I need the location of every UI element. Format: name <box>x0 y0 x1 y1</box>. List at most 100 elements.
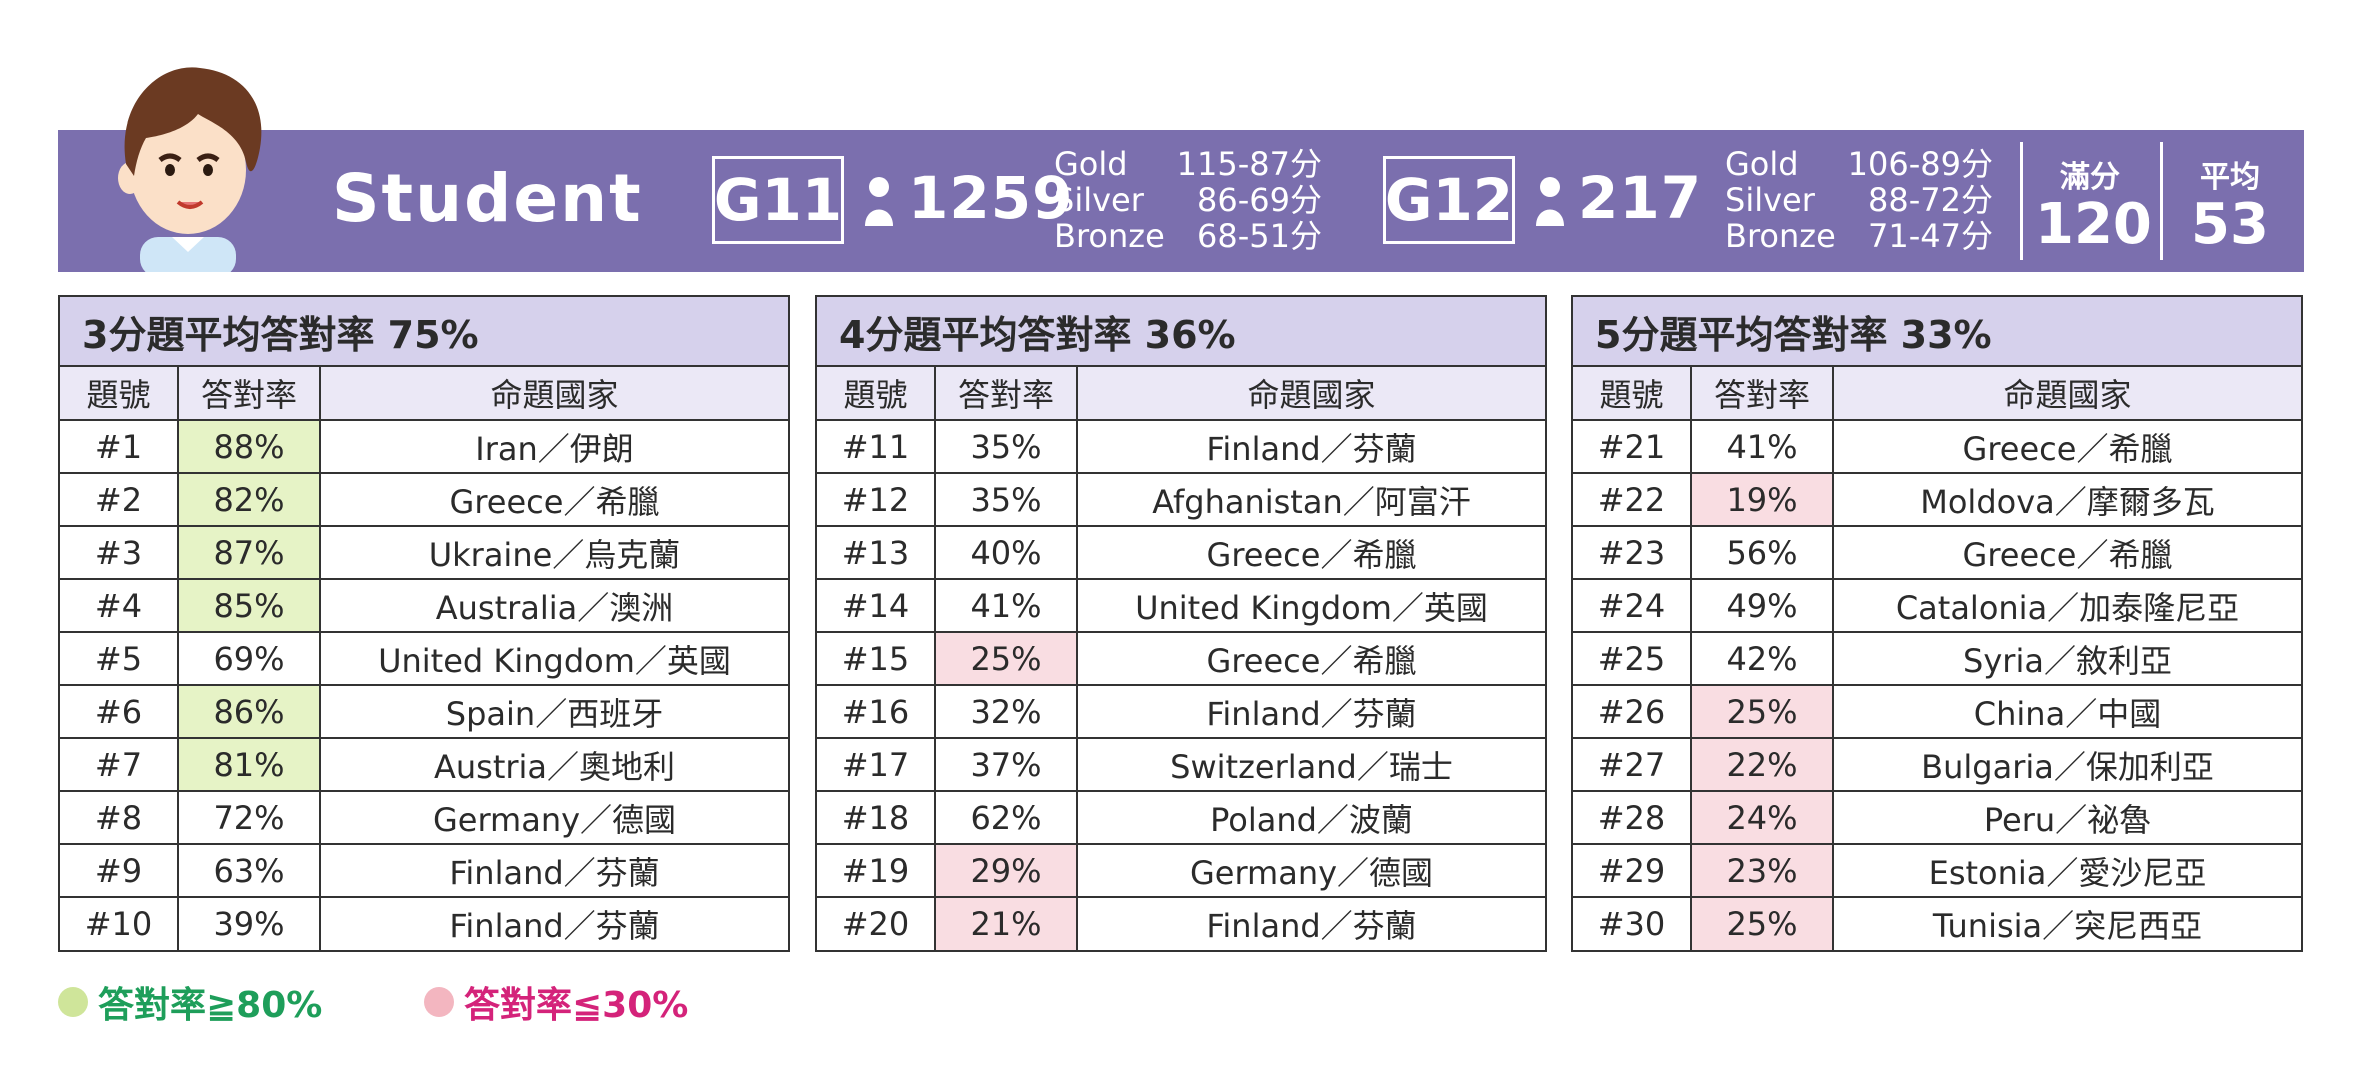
medal-name: Silver <box>1054 181 1144 219</box>
medal-name: Bronze <box>1725 217 1836 255</box>
medal-range: 86-69分 <box>1197 181 1322 219</box>
source-country: Poland／波蘭 <box>1076 790 1545 845</box>
table-row: #7 81% Austria／奧地利 <box>60 737 788 792</box>
grade-badge-g11: G11 <box>712 156 844 244</box>
table-4-point: 4分題平均答對率 36% 題號 答對率 命題國家 #11 35% Finland／芬… <box>815 295 1547 952</box>
correct-rate: 19% <box>1690 472 1834 527</box>
average-label: 平均 <box>2200 160 2260 195</box>
legend-dot-pink-icon <box>424 987 454 1017</box>
source-country: Switzerland／瑞士 <box>1076 737 1545 792</box>
table-row: #5 69% United Kingdom／英國 <box>60 631 788 686</box>
medal-range: 68-51分 <box>1197 217 1322 255</box>
correct-rate: 69% <box>177 631 321 686</box>
table-row: #21 41% Greece／希臘 <box>1573 419 2301 474</box>
correct-rate: 29% <box>934 843 1078 898</box>
correct-rate: 82% <box>177 472 321 527</box>
question-number: #8 <box>60 790 179 845</box>
table-row: #30 25% Tunisia／突尼西亞 <box>1573 896 2301 950</box>
column-header-number: 題號 <box>1573 367 1692 421</box>
source-country: Spain／西班牙 <box>319 684 788 739</box>
table-row: #10 39% Finland／芬蘭 <box>60 896 788 950</box>
legend-dot-green-icon <box>58 987 88 1017</box>
correct-rate: 22% <box>1690 737 1834 792</box>
table-row: #15 25% Greece／希臘 <box>817 631 1545 686</box>
question-number: #16 <box>817 684 936 739</box>
source-country: United Kingdom／英國 <box>1076 578 1545 633</box>
correct-rate: 23% <box>1690 843 1834 898</box>
question-number: #26 <box>1573 684 1692 739</box>
question-number: #1 <box>60 419 179 474</box>
table-row: #26 25% China／中國 <box>1573 684 2301 739</box>
source-country: Australia／澳洲 <box>319 578 788 633</box>
question-number: #18 <box>817 790 936 845</box>
medal-range: 106-89分 <box>1847 145 1993 183</box>
source-country: Estonia／愛沙尼亞 <box>1832 843 2301 898</box>
header-banner <box>58 130 2304 272</box>
table-row: #12 35% Afghanistan／阿富汗 <box>817 472 1545 527</box>
medal-range: 88-72分 <box>1868 181 1993 219</box>
question-number: #13 <box>817 525 936 580</box>
question-number: #4 <box>60 578 179 633</box>
table-row: #14 41% United Kingdom／英國 <box>817 578 1545 633</box>
correct-rate: 63% <box>177 843 321 898</box>
question-number: #21 <box>1573 419 1692 474</box>
table-row: #18 62% Poland／波蘭 <box>817 790 1545 845</box>
question-number: #15 <box>817 631 936 686</box>
source-country: Afghanistan／阿富汗 <box>1076 472 1545 527</box>
table-row: #3 87% Ukraine／烏克蘭 <box>60 525 788 580</box>
source-country: Germany／德國 <box>319 790 788 845</box>
question-number: #14 <box>817 578 936 633</box>
source-country: Greece／希臘 <box>1832 419 2301 474</box>
source-country: Finland／芬蘭 <box>1076 684 1545 739</box>
table-5-point: 5分題平均答對率 33% 題號 答對率 命題國家 #21 41% Greece／希臘… <box>1571 295 2303 952</box>
column-header-number: 題號 <box>60 367 179 421</box>
correct-rate: 42% <box>1690 631 1834 686</box>
full-score-value: 120 <box>2035 192 2152 257</box>
medal-name: Silver <box>1725 181 1815 219</box>
table-row: #9 63% Finland／芬蘭 <box>60 843 788 898</box>
table-row: #1 88% Iran／伊朗 <box>60 419 788 474</box>
correct-rate: 40% <box>934 525 1078 580</box>
full-score-label: 滿分 <box>2060 160 2120 195</box>
legend-high: 答對率≧80% <box>58 976 322 1028</box>
table-row: #11 35% Finland／芬蘭 <box>817 419 1545 474</box>
correct-rate: 88% <box>177 419 321 474</box>
question-number: #10 <box>60 896 179 950</box>
source-country: Austria／奧地利 <box>319 737 788 792</box>
table-title: 4分題平均答對率 36% <box>817 297 1545 367</box>
question-number: #24 <box>1573 578 1692 633</box>
source-country: Ukraine／烏克蘭 <box>319 525 788 580</box>
source-country: Germany／德國 <box>1076 843 1545 898</box>
question-number: #29 <box>1573 843 1692 898</box>
page-title: Student <box>332 160 643 237</box>
correct-rate: 86% <box>177 684 321 739</box>
correct-rate: 21% <box>934 896 1078 950</box>
source-country: Finland／芬蘭 <box>319 843 788 898</box>
correct-rate: 81% <box>177 737 321 792</box>
column-header-number: 題號 <box>817 367 936 421</box>
correct-rate: 25% <box>1690 684 1834 739</box>
question-number: #28 <box>1573 790 1692 845</box>
correct-rate: 37% <box>934 737 1078 792</box>
table-row: #24 49% Catalonia／加泰隆尼亞 <box>1573 578 2301 633</box>
column-header-country: 命題國家 <box>1832 367 2301 421</box>
source-country: Greece／希臘 <box>319 472 788 527</box>
medal-name: Gold <box>1725 145 1799 183</box>
correct-rate: 25% <box>1690 896 1834 950</box>
table-row: #28 24% Peru／祕魯 <box>1573 790 2301 845</box>
table-row: #8 72% Germany／德國 <box>60 790 788 845</box>
divider <box>2020 142 2023 260</box>
source-country: Iran／伊朗 <box>319 419 788 474</box>
question-number: #19 <box>817 843 936 898</box>
grade-badge-g12: G12 <box>1383 156 1515 244</box>
question-number: #27 <box>1573 737 1692 792</box>
correct-rate: 41% <box>1690 419 1834 474</box>
source-country: Bulgaria／保加利亞 <box>1832 737 2301 792</box>
table-row: #13 40% Greece／希臘 <box>817 525 1545 580</box>
correct-rate: 85% <box>177 578 321 633</box>
table-title: 3分題平均答對率 75% <box>60 297 788 367</box>
table-row: #2 82% Greece／希臘 <box>60 472 788 527</box>
student-avatar-icon <box>118 67 262 272</box>
question-number: #11 <box>817 419 936 474</box>
question-number: #17 <box>817 737 936 792</box>
